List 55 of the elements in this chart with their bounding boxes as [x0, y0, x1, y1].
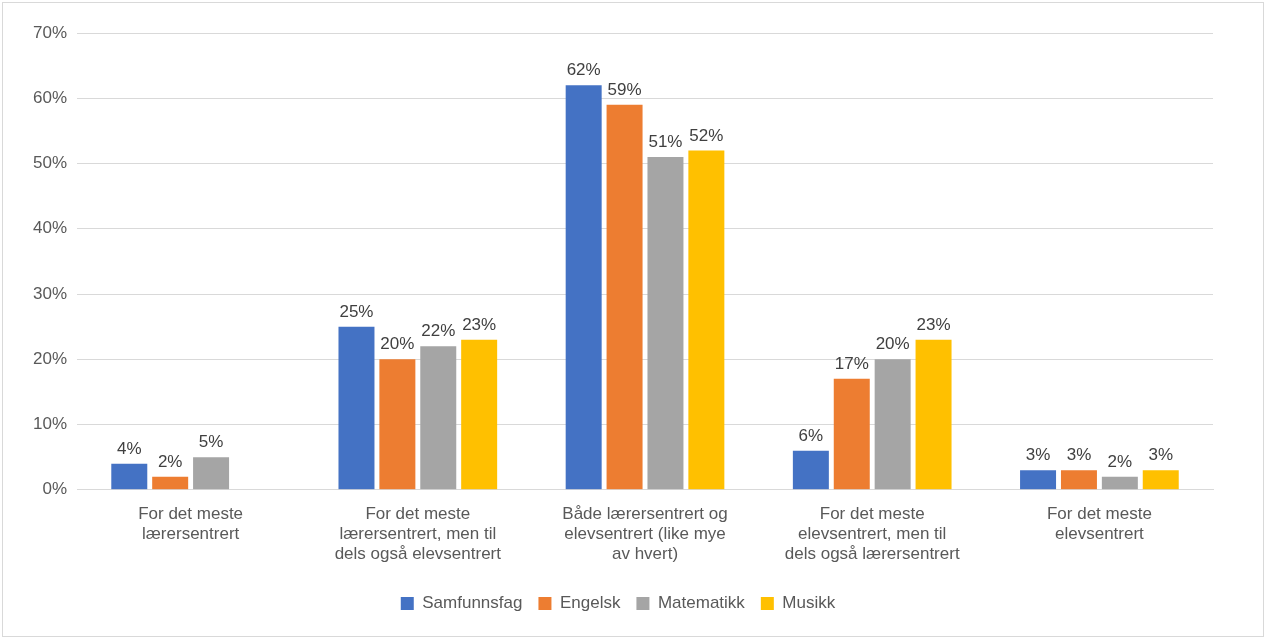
data-label: 62%: [566, 60, 601, 80]
bar: [792, 450, 829, 490]
legend-label: Matematikk: [657, 593, 746, 613]
bar: [1020, 470, 1057, 490]
data-label: 23%: [462, 314, 497, 334]
data-label: 3%: [1148, 445, 1174, 465]
bar: [915, 339, 952, 490]
data-label: 22%: [421, 321, 456, 341]
x-tick-label: Både lærersentrert og elevsentrert (like mye av hvert): [562, 503, 728, 564]
bar: [606, 104, 643, 490]
bar: [152, 476, 189, 490]
bar: [565, 85, 602, 490]
bar: [874, 359, 911, 490]
x-tick-label: For det meste elevsentrert: [1046, 503, 1152, 544]
x-tick-label: For det meste lærersentrert, men til dels også elevsentrert: [334, 503, 502, 564]
bar: [1142, 470, 1179, 490]
bar: [379, 359, 416, 490]
data-label: 25%: [339, 301, 374, 321]
y-tick-label: 60%: [32, 87, 68, 107]
data-label: 6%: [798, 425, 824, 445]
y-tick-label: 20%: [32, 348, 68, 368]
bar: [420, 346, 457, 490]
data-label: 4%: [116, 438, 142, 458]
x-tick-label: For det meste elevsentrert, men til dels også lærersentrert: [784, 503, 960, 564]
data-label: 51%: [648, 132, 683, 152]
y-tick-label: 50%: [32, 153, 68, 173]
data-label: 23%: [916, 314, 951, 334]
bar: [647, 156, 684, 490]
legend-label: Samfunnsfag: [422, 593, 523, 613]
data-label: 20%: [380, 334, 415, 354]
bar: [193, 457, 230, 490]
bar: [1060, 470, 1097, 490]
bar: [688, 150, 725, 490]
data-label: 3%: [1025, 445, 1051, 465]
data-label: 2%: [157, 451, 183, 471]
y-tick-label: 10%: [32, 414, 68, 434]
data-label: 20%: [875, 334, 910, 354]
y-tick-label: 40%: [32, 218, 68, 238]
data-label: 3%: [1066, 445, 1092, 465]
data-label: 59%: [607, 79, 642, 99]
legend-label: Engelsk: [559, 593, 621, 613]
y-tick-label: 30%: [32, 283, 68, 303]
y-tick-label: 0%: [42, 479, 68, 499]
bar: [461, 339, 498, 490]
data-label: 52%: [689, 125, 724, 145]
y-tick-label: 70%: [32, 22, 68, 42]
data-label: 17%: [834, 354, 869, 374]
data-label: 5%: [198, 432, 224, 452]
x-tick-label: For det meste lærersentrert: [138, 503, 244, 544]
bar: [1101, 476, 1138, 490]
bar: [833, 378, 870, 490]
bar: [338, 326, 375, 490]
data-label: 2%: [1107, 451, 1133, 471]
bar: [111, 463, 148, 490]
legend-label: Musikk: [782, 593, 836, 613]
